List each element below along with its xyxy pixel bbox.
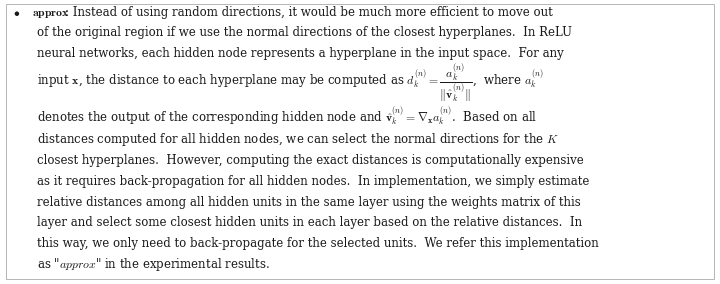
Text: input $\mathbf{x}$, the distance to each hyperplane may be computed as $d_k^{(n): input $\mathbf{x}$, the distance to each… — [37, 62, 544, 105]
Text: closest hyperplanes.  However, computing the exact distances is computationally : closest hyperplanes. However, computing … — [37, 154, 584, 167]
Text: $\mathbf{approx}$: $\mathbf{approx}$ — [32, 7, 70, 20]
Text: as "$\it{approx}$" in the experimental results.: as "$\it{approx}$" in the experimental r… — [37, 256, 270, 273]
Text: this way, we only need to back-propagate for the selected units.  We refer this : this way, we only need to back-propagate… — [37, 237, 599, 250]
Text: as it requires back-propagation for all hidden nodes.  In implementation, we sim: as it requires back-propagation for all … — [37, 175, 590, 188]
Text: : Instead of using random directions, it would be much more efficient to move ou: : Instead of using random directions, it… — [65, 6, 552, 19]
Text: relative distances among all hidden units in the same layer using the weights ma: relative distances among all hidden unit… — [37, 196, 581, 209]
Text: neural networks, each hidden node represents a hyperplane in the input space.  F: neural networks, each hidden node repres… — [37, 47, 564, 60]
Text: denotes the output of the corresponding hidden node and $\hat{\mathbf{v}}_k^{(n): denotes the output of the corresponding … — [37, 106, 538, 128]
Text: distances computed for all hidden nodes, we can select the normal directions for: distances computed for all hidden nodes,… — [37, 131, 559, 149]
Text: layer and select some closest hidden units in each layer based on the relative d: layer and select some closest hidden uni… — [37, 216, 582, 229]
Text: of the original region if we use the normal directions of the closest hyperplane: of the original region if we use the nor… — [37, 26, 572, 39]
Text: $\bullet$: $\bullet$ — [13, 6, 20, 19]
